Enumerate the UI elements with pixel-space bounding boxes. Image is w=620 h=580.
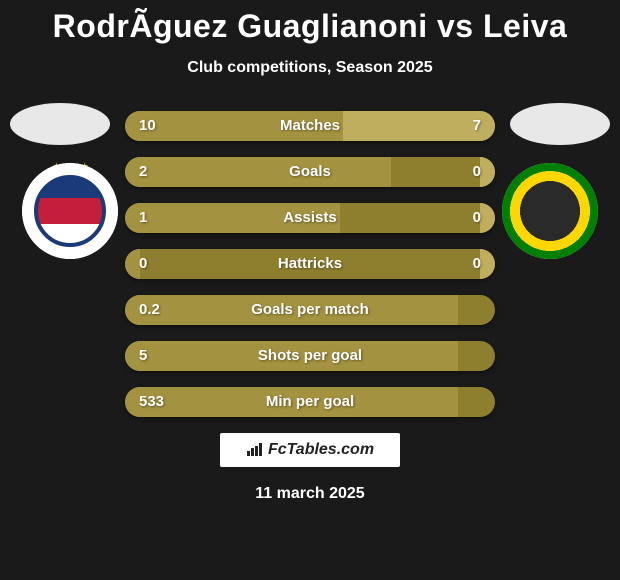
stat-row: 0.2Goals per match [125,295,495,325]
stat-label: Shots per goal [125,341,495,371]
club-badge-left: ★★★★★ [22,163,118,259]
stat-label: Assists [125,203,495,233]
chart-icon [246,443,264,457]
value-right: 0 [473,203,481,233]
stat-row: 10Matches7 [125,111,495,141]
stat-row: 533Min per goal [125,387,495,417]
subtitle: Club competitions, Season 2025 [0,59,620,77]
date-label: 11 march 2025 [0,485,620,503]
page-title: RodrÃ­guez Guaglianoni vs Leiva [0,0,620,45]
stat-row: 2Goals0 [125,157,495,187]
value-right: 0 [473,249,481,279]
player-left-avatar [10,103,110,145]
value-right: 0 [473,157,481,187]
stat-label: Goals per match [125,295,495,325]
comparison-chart: ★★★★★ 10Matches72Goals01Assists00Hattric… [0,111,620,417]
stat-label: Hattricks [125,249,495,279]
stat-row: 1Assists0 [125,203,495,233]
stat-row: 0Hattricks0 [125,249,495,279]
player-right-avatar [510,103,610,145]
stat-rows: 10Matches72Goals01Assists00Hattricks00.2… [0,111,620,417]
value-right: 7 [473,111,481,141]
stat-label: Goals [125,157,495,187]
brand-badge: FcTables.com [220,433,400,467]
stat-label: Matches [125,111,495,141]
stat-label: Min per goal [125,387,495,417]
club-badge-right [502,163,598,259]
stat-row: 5Shots per goal [125,341,495,371]
brand-label: FcTables.com [246,441,374,459]
